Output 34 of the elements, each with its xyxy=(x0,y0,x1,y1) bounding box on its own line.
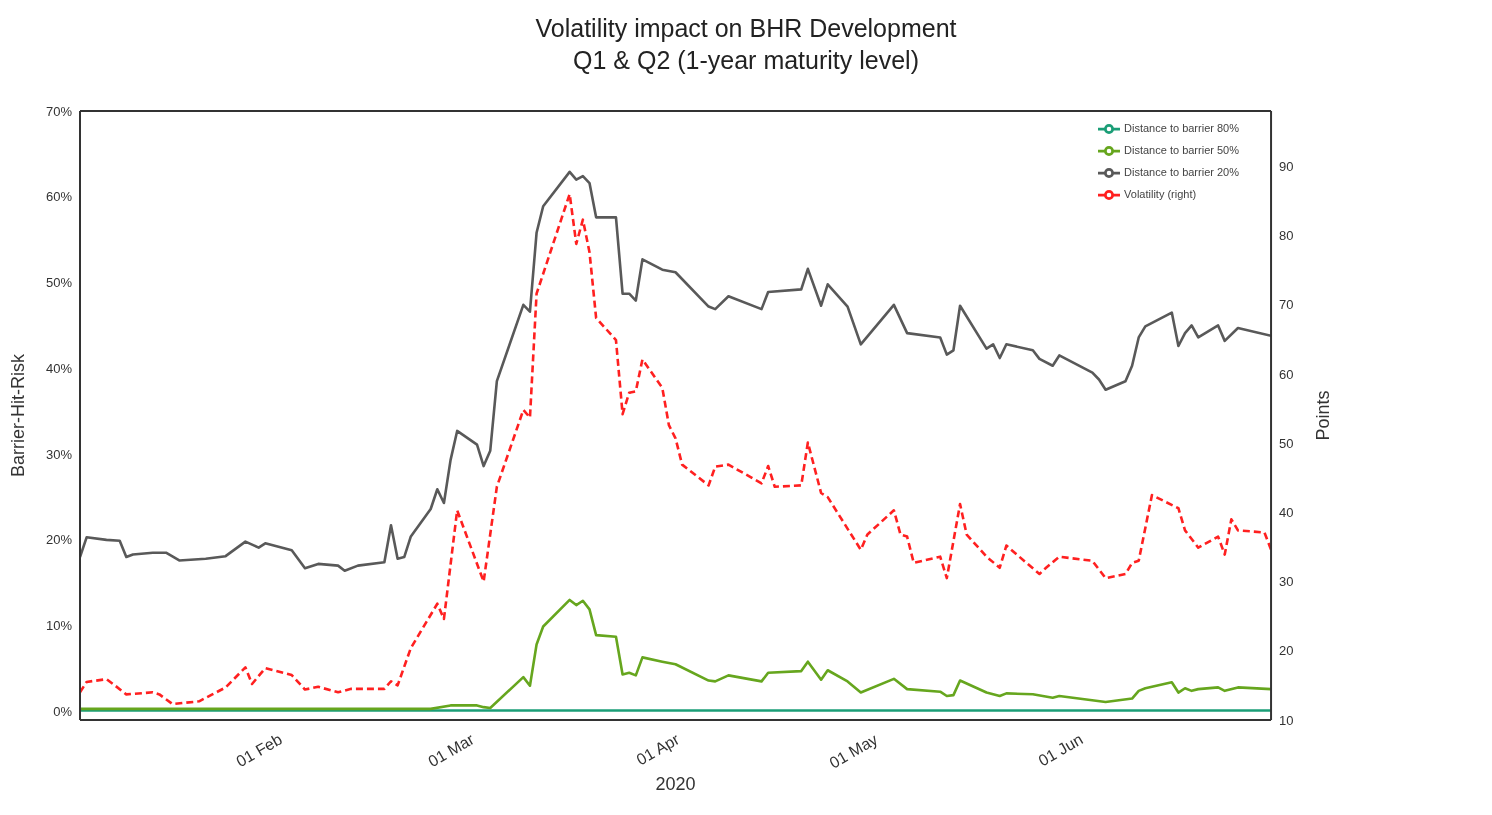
y-tick-label: 0% xyxy=(53,704,73,720)
x-tick-label: 01 Mar xyxy=(425,730,478,771)
y-tick-label: 40% xyxy=(45,360,73,376)
chart-title: Volatility impact on BHR Development xyxy=(534,13,958,44)
chart-subtitle: Q1 & Q2 (1-year maturity level) xyxy=(572,45,920,76)
y2-tick-label: 50 xyxy=(1279,435,1294,451)
x-tick-label: 01 Feb xyxy=(233,730,286,771)
y-tick-label: 30% xyxy=(45,446,73,462)
legend-label: Volatility (right) xyxy=(1124,188,1197,201)
y-tick-label: 60% xyxy=(45,189,73,205)
y2-tick-label: 20 xyxy=(1279,643,1294,659)
legend-label: Distance to barrier 50% xyxy=(1124,144,1239,157)
legend-label: Distance to barrier 20% xyxy=(1124,166,1239,179)
legend-label: Distance to barrier 80% xyxy=(1124,122,1239,134)
y2-tick-label: 60 xyxy=(1279,366,1294,382)
y2-tick-label: 10 xyxy=(1279,712,1294,728)
y2-tick-label: 70 xyxy=(1279,297,1294,313)
line-series xyxy=(80,170,1272,573)
x-axis-title: 2020 xyxy=(655,774,696,794)
y-tick-label: 20% xyxy=(45,532,73,548)
y2-tick-label: 80 xyxy=(1279,228,1294,244)
y-axis-title: Barrier-Hit-Risk xyxy=(8,353,29,477)
y-tick-label: 10% xyxy=(45,618,73,634)
y-tick-label: 70% xyxy=(45,103,73,119)
x-tick-label: 01 Jun xyxy=(1035,730,1086,770)
y2-tick-label: 90 xyxy=(1279,158,1294,174)
y2-tick-label: 30 xyxy=(1279,574,1294,590)
y-tick-label: 50% xyxy=(45,275,73,291)
x-tick-label: 01 May xyxy=(826,730,881,772)
y2-tick-label: 40 xyxy=(1279,505,1294,520)
line-series xyxy=(80,598,1272,711)
line-series xyxy=(80,192,1272,706)
y2-axis-title: Points xyxy=(1313,390,1334,441)
x-tick-label: 01 Apr xyxy=(633,730,683,769)
